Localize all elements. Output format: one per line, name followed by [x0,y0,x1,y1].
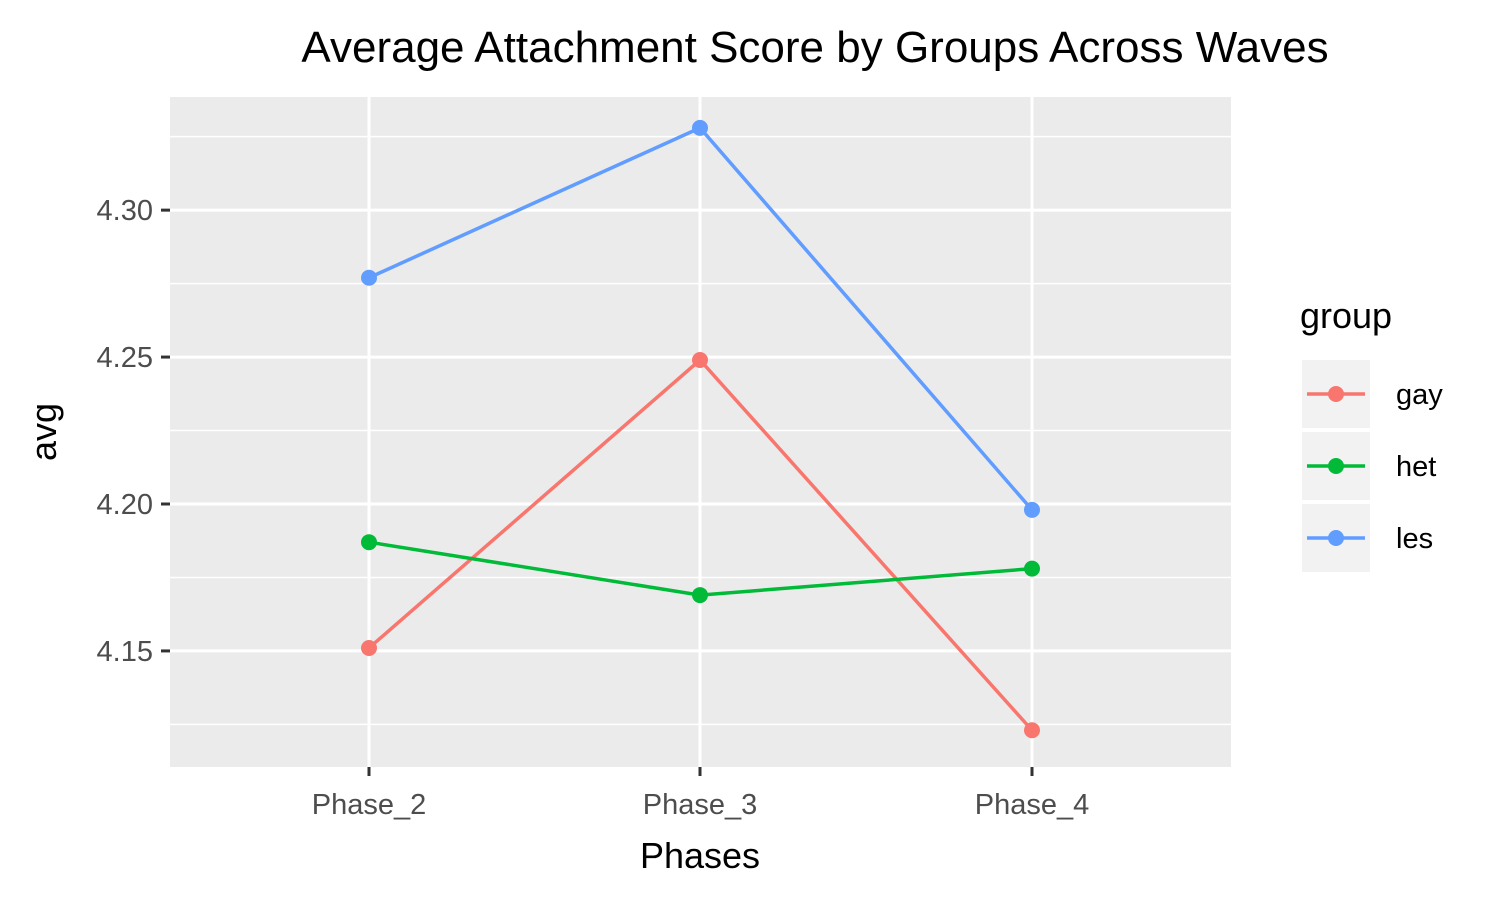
data-point-het [1024,560,1040,577]
x-tick-label: Phase_2 [312,789,427,821]
legend-label-gay: gay [1396,379,1443,411]
y-axis-title: avg [23,403,64,461]
x-axis-title: Phases [640,835,760,876]
legend: group gay het les [1300,295,1443,572]
series-layer [361,119,1040,739]
legend-title: group [1300,295,1392,336]
y-tick-label: 4.20 [97,489,153,521]
data-point-gay [692,352,708,369]
y-tick-label: 4.25 [97,342,153,374]
data-point-gay [361,639,377,656]
x-axis: Phase_2 Phase_3 Phase_4 [312,767,1090,821]
data-point-les [692,119,708,136]
data-point-het [692,587,708,604]
legend-label-het: het [1396,451,1436,483]
legend-point-gay [1328,386,1344,402]
x-tick-label: Phase_4 [975,789,1090,821]
legend-label-les: les [1396,523,1433,555]
y-axis: 4.15 4.20 4.25 4.30 [97,195,170,668]
legend-point-het [1328,458,1344,474]
x-tick-label: Phase_3 [643,789,758,821]
data-point-les [361,269,377,286]
legend-point-les [1328,530,1344,546]
chart-title: Average Attachment Score by Groups Acros… [301,23,1328,72]
data-point-gay [1024,722,1040,739]
data-point-les [1024,501,1040,518]
y-tick-label: 4.30 [97,195,153,227]
y-tick-label: 4.15 [97,636,153,668]
data-point-het [361,534,377,551]
